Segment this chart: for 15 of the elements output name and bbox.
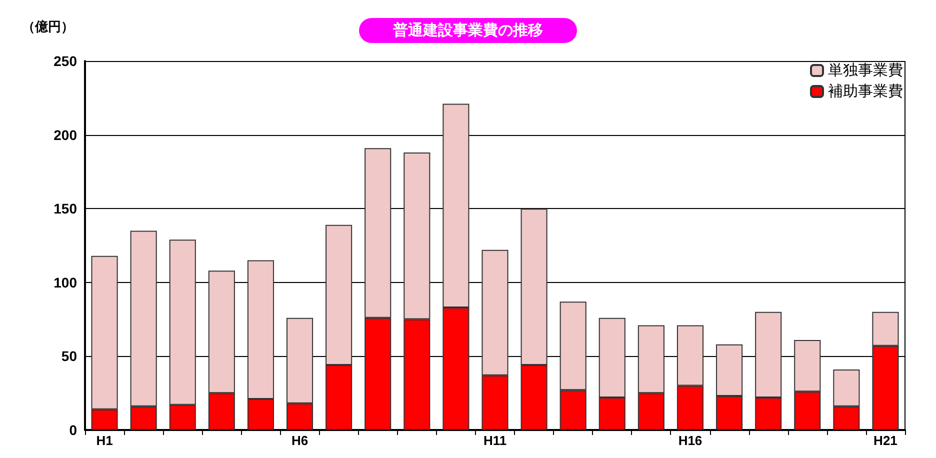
- y-tick-label: 100: [54, 274, 78, 290]
- y-tick-label: 50: [61, 348, 78, 364]
- x-tick-label: H16: [678, 433, 702, 448]
- y-axis-title: （億円）: [22, 19, 74, 34]
- y-tick-label: 0: [69, 422, 78, 438]
- y-tick-label: 150: [54, 200, 78, 217]
- x-tick-label: H1: [96, 433, 113, 448]
- chart-title: 普通建設事業費の推移: [392, 21, 543, 39]
- x-tick-label: H11: [483, 433, 507, 448]
- legend-label: 補助事業費: [828, 83, 903, 100]
- y-tick-label: 250: [54, 53, 78, 69]
- x-tick-label: H21: [874, 433, 898, 448]
- legend-label: 単独事業費: [828, 62, 903, 79]
- y-tick-label: 200: [54, 126, 78, 143]
- x-tick-label: H6: [291, 433, 308, 448]
